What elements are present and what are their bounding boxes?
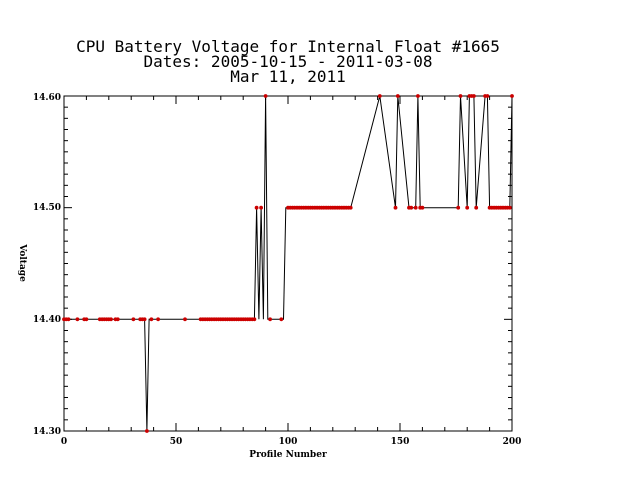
x-axis-label: Profile Number [249, 450, 327, 460]
data-point [142, 317, 147, 322]
y-tick-label: 14.60 [33, 93, 61, 103]
y-tick-label: 14.30 [33, 427, 61, 437]
data-point [510, 94, 514, 98]
y-tick-label: 14.50 [33, 203, 61, 213]
data-point [393, 205, 398, 210]
y-tick-labels: 14.30 14.40 14.50 14.60 [33, 93, 61, 437]
data-point [252, 317, 257, 322]
data-point [485, 94, 490, 98]
data-point [348, 205, 353, 210]
chart-title-line-3: Mar 11, 2011 [230, 67, 346, 86]
data-point [109, 317, 113, 322]
data-point [66, 317, 71, 322]
data-point [377, 94, 382, 98]
chart-title-line-2: Dates: 2005-10-15 - 2011-03-08 [144, 52, 433, 71]
data-point [145, 429, 149, 433]
data-point [409, 205, 414, 210]
data-point [183, 317, 187, 322]
data-point [465, 205, 470, 210]
x-tick-label: 0 [61, 437, 67, 447]
x-tick-label: 50 [170, 437, 183, 447]
data-point [263, 94, 268, 98]
data-point [131, 317, 136, 322]
data-point [115, 317, 120, 322]
series-layer [62, 94, 514, 433]
data-point [456, 205, 461, 210]
data-point [420, 205, 425, 210]
plot-frame [63, 95, 513, 432]
chart-title-line-1: CPU Battery Voltage for Internal Float #… [76, 37, 500, 56]
data-point [395, 94, 400, 98]
data-point [156, 317, 161, 322]
x-tick-labels: 0 50 100 150 200 [61, 437, 522, 447]
x-tick-label: 150 [391, 437, 410, 447]
data-point [149, 317, 154, 322]
data-point [472, 94, 476, 98]
series-line [64, 95, 513, 432]
y-tick-label: 14.40 [33, 315, 61, 325]
data-point [458, 94, 463, 98]
data-point [474, 205, 479, 210]
data-point [268, 317, 272, 322]
axis-ticks [63, 95, 513, 432]
data-point [507, 205, 512, 210]
y-axis-label: Voltage [17, 243, 27, 282]
data-point [413, 205, 418, 210]
data-point [84, 317, 89, 322]
data-point [279, 317, 284, 322]
x-tick-label: 200 [503, 437, 522, 447]
data-point [75, 317, 80, 322]
data-point [259, 205, 263, 210]
data-point [254, 205, 259, 210]
data-point [416, 94, 420, 98]
x-tick-label: 100 [279, 437, 298, 447]
